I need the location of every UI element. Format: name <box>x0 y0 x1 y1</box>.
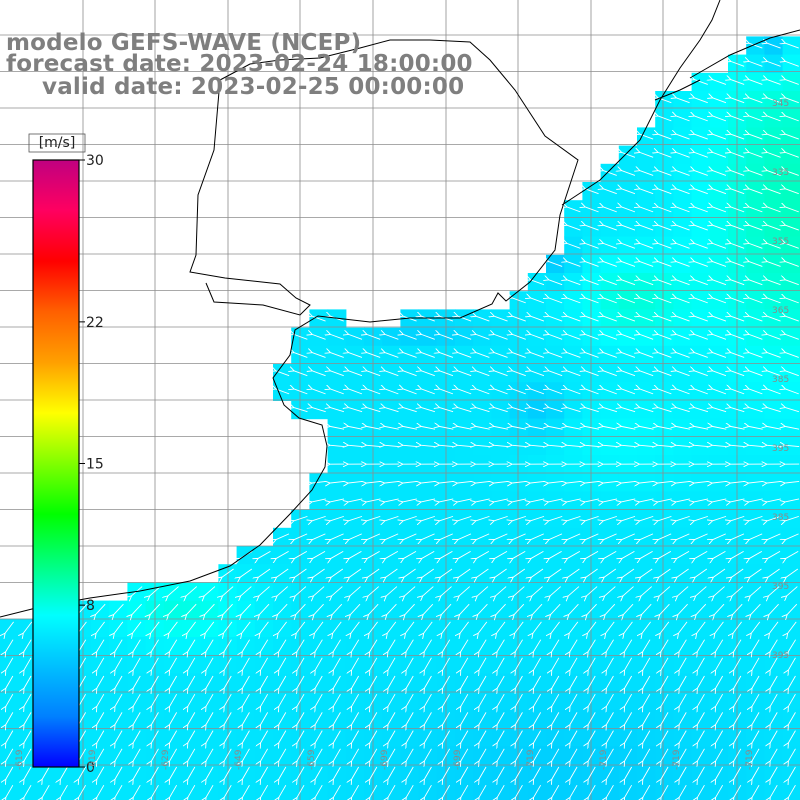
right-edge-label: 395 <box>772 444 789 454</box>
bottom-edge-label: -699 <box>380 749 390 770</box>
colorbar-tick-label: 30 <box>86 153 104 169</box>
bottom-edge-label: -719 <box>599 749 609 770</box>
bottom-edge-label: -719 <box>672 749 682 770</box>
right-edge-label: 385 <box>772 513 789 523</box>
colorbar-unit-label: [m/s] <box>39 135 76 151</box>
colorbar-tick-label: 8 <box>86 598 95 614</box>
right-edge-label: 395 <box>772 651 789 661</box>
right-edge-label: 335 <box>772 168 789 178</box>
bottom-edge-label: -719 <box>526 749 536 770</box>
bottom-edge-label: -719 <box>745 749 755 770</box>
colorbar-gradient <box>32 159 80 768</box>
right-edge-label: 345 <box>772 99 789 109</box>
colorbar-tick-label: 15 <box>86 457 104 473</box>
bottom-edge-label: -629 <box>161 749 171 770</box>
wind-speed-field <box>0 36 800 800</box>
right-edge-label: 355 <box>772 237 789 247</box>
bottom-edge-label: -699 <box>453 749 463 770</box>
right-edge-label: 395 <box>772 582 789 592</box>
bottom-edge-label: -619 <box>15 749 25 770</box>
right-edge-label: 365 <box>772 306 789 316</box>
bottom-edge-label: -619 <box>88 749 98 770</box>
bottom-edge-label: -649 <box>234 749 244 770</box>
wind-cell <box>782 782 800 800</box>
forecast-date: forecast date: 2023-02-24 18:00:00 <box>6 51 473 77</box>
right-edge-label: 385 <box>772 375 789 385</box>
bottom-edge-label: -659 <box>307 749 317 770</box>
valid-date: valid date: 2023-02-25 00:00:00 <box>42 74 465 100</box>
colorbar-tick-label: 22 <box>86 315 104 331</box>
